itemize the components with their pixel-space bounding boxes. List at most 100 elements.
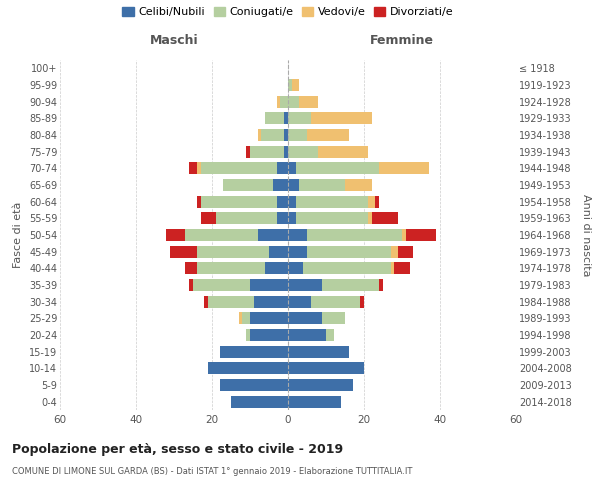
Bar [197,246,269,258]
Bar [379,279,383,291]
Bar [284,112,288,124]
Bar [265,262,288,274]
Bar [288,229,307,241]
Bar [189,279,193,291]
Bar [391,262,394,274]
Bar [288,196,296,207]
Bar [242,312,250,324]
Bar [288,96,299,108]
Bar [288,329,326,341]
Text: Femmine: Femmine [370,34,434,46]
Bar [254,296,288,308]
Bar [288,396,341,407]
Bar [307,246,391,258]
Bar [288,212,296,224]
Bar [170,246,197,258]
Bar [273,179,288,191]
Bar [322,279,379,291]
Bar [246,329,250,341]
Bar [391,246,398,258]
Bar [277,162,288,174]
Bar [193,279,250,291]
Bar [288,362,364,374]
Bar [185,262,197,274]
Bar [277,96,280,108]
Text: COMUNE DI LIMONE SUL GARDA (BS) - Dati ISTAT 1° gennaio 2019 - Elaborazione TUTT: COMUNE DI LIMONE SUL GARDA (BS) - Dati I… [12,468,412,476]
Bar [303,262,391,274]
Bar [200,162,277,174]
Bar [197,162,200,174]
Bar [262,129,284,141]
Bar [288,262,303,274]
Bar [299,179,345,191]
Bar [208,296,254,308]
Bar [292,79,299,91]
Bar [185,229,257,241]
Bar [220,346,288,358]
Bar [200,212,216,224]
Bar [288,379,353,391]
Bar [406,229,436,241]
Y-axis label: Fasce di età: Fasce di età [13,202,23,268]
Bar [296,162,379,174]
Bar [231,396,288,407]
Bar [265,112,284,124]
Bar [307,229,402,241]
Bar [277,212,288,224]
Bar [288,179,299,191]
Bar [216,212,277,224]
Bar [197,262,265,274]
Bar [360,296,364,308]
Bar [326,329,334,341]
Bar [299,96,319,108]
Bar [284,146,288,158]
Bar [288,162,296,174]
Bar [205,296,208,308]
Bar [246,146,250,158]
Bar [166,229,185,241]
Bar [288,79,292,91]
Bar [288,129,307,141]
Bar [269,246,288,258]
Bar [394,262,410,274]
Bar [376,196,379,207]
Bar [311,112,371,124]
Legend: Celibi/Nubili, Coniugati/e, Vedovi/e, Divorziati/e: Celibi/Nubili, Coniugati/e, Vedovi/e, Di… [120,4,456,20]
Bar [250,329,288,341]
Bar [368,212,371,224]
Bar [288,312,322,324]
Bar [307,129,349,141]
Bar [277,196,288,207]
Bar [368,196,376,207]
Bar [288,346,349,358]
Bar [398,246,413,258]
Y-axis label: Anni di nascita: Anni di nascita [581,194,591,276]
Text: Maschi: Maschi [149,34,199,46]
Bar [288,296,311,308]
Bar [402,229,406,241]
Bar [345,179,371,191]
Bar [371,212,398,224]
Bar [208,362,288,374]
Bar [250,279,288,291]
Text: Popolazione per età, sesso e stato civile - 2019: Popolazione per età, sesso e stato civil… [12,442,343,456]
Bar [200,196,277,207]
Bar [322,312,345,324]
Bar [257,129,262,141]
Bar [189,162,197,174]
Bar [379,162,428,174]
Bar [197,196,200,207]
Bar [250,146,284,158]
Bar [280,96,288,108]
Bar [296,212,368,224]
Bar [311,296,360,308]
Bar [220,379,288,391]
Bar [239,312,242,324]
Bar [296,196,368,207]
Bar [223,179,273,191]
Bar [288,146,319,158]
Bar [288,279,322,291]
Bar [257,229,288,241]
Bar [319,146,368,158]
Bar [284,129,288,141]
